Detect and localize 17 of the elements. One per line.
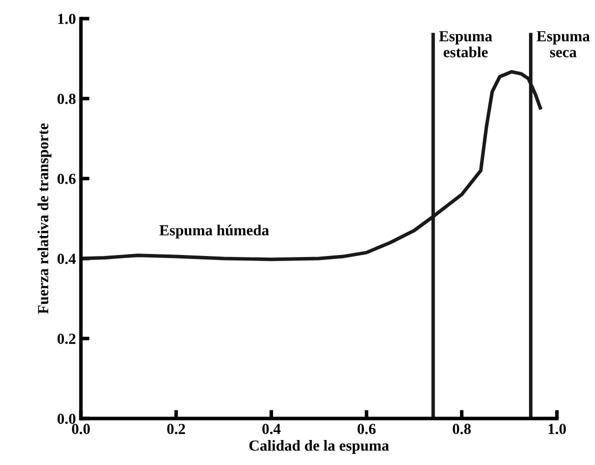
y-tick-label: 0.4 bbox=[58, 254, 76, 264]
ref-line-label: Espuma estable bbox=[439, 31, 492, 58]
x-tick-label: 1.0 bbox=[548, 424, 566, 434]
y-tick-label: 0.2 bbox=[58, 334, 76, 344]
x-axis-title: Calidad de la espuma bbox=[249, 440, 389, 454]
x-tick-label: 0.8 bbox=[452, 424, 471, 434]
y-tick-label: 1.0 bbox=[58, 14, 76, 24]
annotation: Espuma húmeda bbox=[159, 224, 269, 239]
x-tick-label: 0.6 bbox=[358, 424, 376, 434]
y-tick-label: 0.0 bbox=[58, 414, 76, 424]
x-tick-label: 0.2 bbox=[167, 424, 186, 434]
y-tick-label: 0.8 bbox=[58, 94, 76, 104]
x-tick-label: 0.0 bbox=[72, 424, 90, 434]
y-tick-label: 0.6 bbox=[58, 174, 76, 184]
y-axis-title: Fuerza relativa de transporte bbox=[38, 123, 52, 314]
x-tick-label: 0.4 bbox=[262, 424, 281, 434]
ref-line-label: Espuma seca bbox=[536, 31, 590, 58]
